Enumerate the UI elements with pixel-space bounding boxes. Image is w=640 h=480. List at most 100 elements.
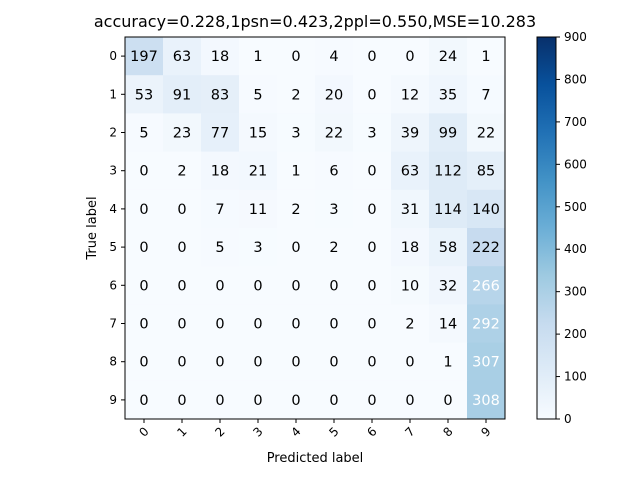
heatmap-cell-r4-c4 [277, 189, 316, 229]
colorbar-tick-label-7: 700 [564, 115, 587, 129]
colorbar-tick-label-9: 900 [564, 30, 587, 44]
heatmap-cell-r1-c8 [429, 75, 468, 114]
y-tick-label-3: 3 [109, 164, 117, 178]
heatmap-cell-r9-c3 [239, 380, 278, 420]
colorbar-tick-label-4: 400 [564, 242, 587, 256]
cell-value-r7-c6: 0 [367, 317, 376, 333]
heatmap-cell-r0-c3 [239, 37, 278, 76]
cell-value-r6-c3: 0 [253, 278, 262, 294]
cell-value-r0-c9: 1 [481, 49, 490, 65]
heatmap-cell-r0-c4 [277, 37, 316, 76]
cell-value-r7-c1: 0 [177, 317, 186, 333]
cell-value-r5-c7: 18 [401, 240, 419, 256]
cell-value-r0-c6: 0 [367, 49, 376, 65]
heatmap-cell-labels: 197 63 18 1 0 4 0 0 24 153 91 83 5 2 20 0 12 35 75 23 77 15 3 2… [130, 49, 500, 409]
cell-value-r0-c1: 63 [173, 49, 191, 65]
heatmap-cell-r1-c2 [201, 75, 240, 114]
heatmap-cell-r7-c3 [239, 304, 278, 344]
colorbar-tick-label-0: 0 [564, 412, 572, 426]
heatmap-cell-r9-c5 [315, 380, 354, 420]
heatmap-cell-r3-c3 [239, 151, 278, 191]
heatmap-cell-r4-c3 [239, 189, 278, 229]
cell-value-r1-c9: 7 [481, 87, 490, 103]
colorbar [536, 36, 557, 420]
cell-value-r8-c2: 0 [215, 355, 224, 371]
cell-value-r4-c8: 114 [434, 202, 462, 218]
y-tick-label-7: 7 [109, 317, 117, 331]
heatmap-cell-r5-c5 [315, 228, 354, 267]
heatmap-cell-r3-c2 [201, 151, 240, 191]
cell-value-r8-c4: 0 [291, 355, 300, 371]
chart-title: accuracy=0.228,1psn=0.423,2ppl=0.550,MSE… [94, 12, 536, 31]
heatmap-cell-r6-c6 [353, 266, 392, 305]
cell-value-r4-c6: 0 [367, 202, 376, 218]
cell-value-r8-c0: 0 [139, 355, 148, 371]
cell-value-r2-c9: 22 [477, 126, 495, 142]
heatmap-cell-r5-c7 [391, 228, 430, 267]
cell-value-r3-c0: 0 [139, 164, 148, 180]
cell-value-r9-c2: 0 [215, 393, 224, 409]
cell-value-r8-c3: 0 [253, 355, 262, 371]
cell-value-r1-c4: 2 [291, 87, 300, 103]
cell-value-r6-c0: 0 [139, 278, 148, 294]
cell-value-r9-c6: 0 [367, 393, 376, 409]
heatmap-cell-r9-c1 [163, 380, 202, 420]
cell-value-r6-c8: 32 [439, 278, 457, 294]
heatmap-cell-r7-c1 [163, 304, 202, 344]
colorbar-tick-label-6: 600 [564, 157, 587, 171]
cell-value-r8-c1: 0 [177, 355, 186, 371]
cell-value-r6-c7: 10 [401, 278, 419, 294]
cell-value-r8-c5: 0 [329, 355, 338, 371]
cell-value-r5-c4: 0 [291, 240, 300, 256]
cell-value-r8-c7: 0 [405, 355, 414, 371]
heatmap-cell-r4-c1 [163, 189, 202, 229]
cell-value-r2-c6: 3 [367, 126, 376, 142]
heatmap-cell-r7-c4 [277, 304, 316, 344]
cell-value-r3-c6: 0 [367, 164, 376, 180]
heatmap-cell-r6-c1 [163, 266, 202, 305]
cell-value-r0-c2: 18 [211, 49, 229, 65]
cell-value-r6-c9: 266 [472, 278, 500, 294]
y-tick-label-5: 5 [109, 240, 117, 254]
cell-value-r2-c2: 77 [211, 126, 229, 142]
y-tick-label-6: 6 [109, 278, 117, 292]
heatmap-cell-r4-c5 [315, 189, 354, 229]
cell-value-r3-c9: 85 [477, 164, 495, 180]
cell-value-r7-c3: 0 [253, 317, 262, 333]
heatmap-cell-r1-c7 [391, 75, 430, 114]
heatmap-cell-r5-c2 [201, 228, 240, 267]
cell-value-r7-c8: 14 [439, 317, 457, 333]
cell-value-r1-c7: 12 [401, 87, 419, 103]
cell-value-r1-c2: 83 [211, 87, 229, 103]
heatmap-cell-r0-c2 [201, 37, 240, 76]
heatmap-cell-r9-c8 [429, 380, 468, 420]
cell-value-r4-c2: 7 [215, 202, 224, 218]
heatmap-cell-r6-c8 [429, 266, 468, 305]
axes-frame [124, 36, 506, 420]
cell-value-r8-c8: 1 [443, 355, 452, 371]
heatmap-cell-r1-c0 [125, 75, 164, 114]
cell-value-r2-c3: 15 [249, 126, 267, 142]
cell-value-r9-c8: 0 [443, 393, 452, 409]
heatmap-cell-r9-c6 [353, 380, 392, 420]
cell-value-r0-c0: 197 [130, 49, 158, 65]
y-axis-ticks: 0 1 2 3 4 5 6 7 8 9 [109, 49, 125, 407]
heatmap-cell-r5-c4 [277, 228, 316, 267]
cell-value-r9-c3: 0 [253, 393, 262, 409]
heatmap-cell-r5-c0 [125, 228, 164, 267]
colorbar-tick-label-2: 200 [564, 327, 587, 341]
heatmap-cell-r8-c6 [353, 342, 392, 382]
cell-value-r5-c9: 222 [472, 240, 500, 256]
cell-value-r9-c0: 0 [139, 393, 148, 409]
heatmap-cell-r1-c5 [315, 75, 354, 114]
heatmap-cell-r1-c6 [353, 75, 392, 114]
heatmap-cell-r3-c6 [353, 151, 392, 191]
cell-value-r7-c7: 2 [405, 317, 414, 333]
cell-value-r4-c1: 0 [177, 202, 186, 218]
heatmap-cell-r4-c9 [467, 189, 506, 229]
cell-value-r7-c5: 0 [329, 317, 338, 333]
heatmap-cell-r3-c7 [391, 151, 430, 191]
heatmap-cell-r8-c5 [315, 342, 354, 382]
heatmap-cell-r2-c9 [467, 113, 506, 153]
heatmap-cell-r9-c4 [277, 380, 316, 420]
